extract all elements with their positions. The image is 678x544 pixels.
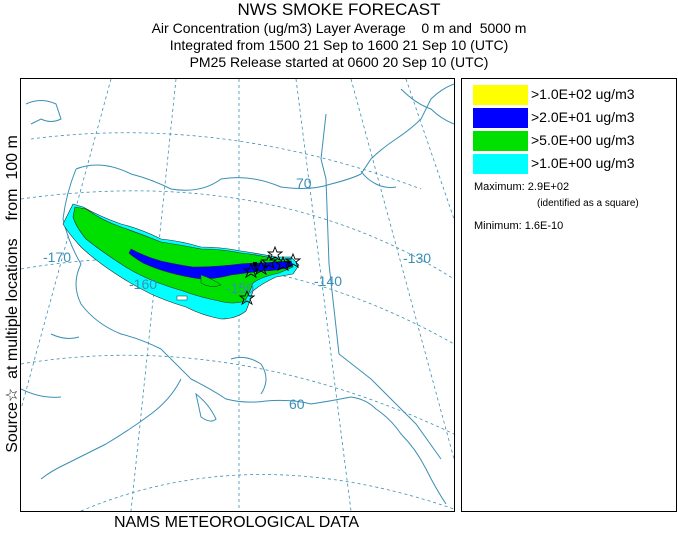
lon-line-140 <box>295 79 352 511</box>
kodiak-island <box>195 392 217 422</box>
nunivak-island <box>50 333 80 339</box>
cook-inlet <box>230 356 267 395</box>
concentration-subtitle: Air Concentration (ug/m3) Layer Average … <box>151 20 527 36</box>
lon-label-140: -140 <box>314 273 342 289</box>
lat-label-70: 70 <box>296 175 312 191</box>
maximum-square <box>253 262 257 266</box>
arctic-coast <box>75 83 454 191</box>
maximum-value: Maximum: 2.9E+02 <box>474 181 570 193</box>
plume-patch <box>200 274 222 287</box>
source-star <box>238 289 256 306</box>
lon-label-130: -130 <box>403 250 431 266</box>
map-canvas: -170 -160 -150 -140 -130 70 60 <box>21 79 454 511</box>
st-lawrence-island <box>21 388 62 398</box>
legend-swatch-green <box>473 131 528 151</box>
legend-swatch-cyan <box>473 154 528 174</box>
release-start: PM25 Release started at 0600 20 Sep 10 (… <box>189 54 489 70</box>
legend-panel: >1.0E+02 ug/m3 >2.0E+01 ug/m3 >5.0E+00 u… <box>461 78 677 512</box>
legend-swatch-blue <box>473 108 528 128</box>
coastline <box>21 83 454 505</box>
lat-line-75 <box>30 132 422 190</box>
source-location-label: Source☆ at multiple locations from 100 m <box>4 135 21 453</box>
lon-label-150: -150 <box>226 280 254 296</box>
mackenzie-delta <box>360 170 397 189</box>
smoke-forecast-map: -170 -160 -150 -140 -130 70 60 <box>20 78 455 512</box>
banks-island-coast <box>400 88 454 125</box>
maximum-note: (identified as a square) <box>537 198 639 209</box>
chukotka-coast <box>25 100 62 125</box>
forecast-title: NWS SMOKE FORECAST <box>237 0 441 19</box>
source-star <box>260 253 278 270</box>
legend-label: >2.0E+01 ug/m3 <box>531 109 635 125</box>
source-star <box>266 245 284 262</box>
plume-band-5 <box>72 206 294 304</box>
plume-gap <box>176 295 188 301</box>
source-star <box>274 255 292 272</box>
western-southern-coast <box>62 168 447 505</box>
source-star <box>242 262 260 279</box>
lat-line-55 <box>80 474 454 511</box>
source-star <box>284 252 302 269</box>
legend-swatch-yellow <box>473 85 528 105</box>
integration-period: Integrated from 1500 21 Sep to 1600 21 S… <box>169 37 509 53</box>
minimum-value: Minimum: 1.6E-10 <box>474 220 564 232</box>
lat-line-70 <box>21 190 454 280</box>
legend-label: >1.0E+02 ug/m3 <box>531 86 635 102</box>
alaska-peninsula <box>40 378 182 480</box>
lon-label-160: -160 <box>129 276 157 292</box>
lat-line-60 <box>21 354 454 435</box>
meteorological-data-footer: NAMS METEOROLOGICAL DATA <box>113 514 360 531</box>
legend-label: >1.0E+00 ug/m3 <box>531 155 635 171</box>
lat-label-60: 60 <box>289 396 305 412</box>
border-line <box>320 113 442 460</box>
coordinate-labels: -170 -160 -150 -140 -130 70 60 <box>43 175 431 412</box>
lon-label-170: -170 <box>43 249 71 265</box>
lon-line-120 <box>405 79 454 220</box>
source-markers <box>238 245 302 306</box>
legend-label: >5.0E+00 ug/m3 <box>531 132 635 148</box>
